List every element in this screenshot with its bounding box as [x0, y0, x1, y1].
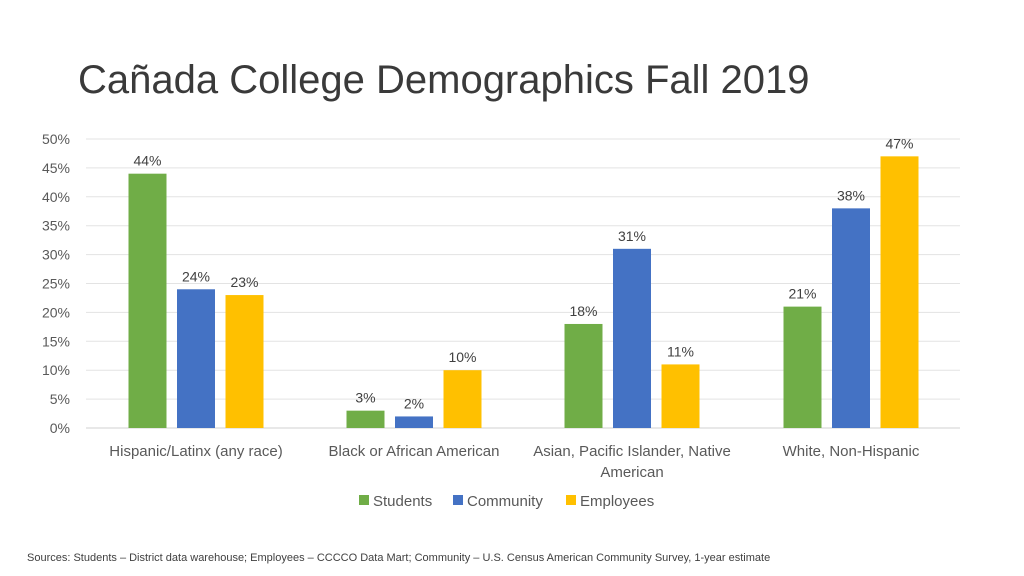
y-tick-label: 45%	[42, 160, 70, 176]
category-label: White, Non-Hispanic	[783, 443, 920, 460]
legend-swatch	[566, 495, 576, 505]
data-label: 11%	[667, 343, 694, 359]
data-label: 44%	[133, 153, 161, 169]
y-axis: 0% 5% 10% 15% 20% 25% 30% 35% 40% 45% 50%	[42, 131, 70, 436]
data-label: 10%	[448, 349, 476, 365]
bar-employees-1	[225, 295, 264, 428]
bar-community-2	[395, 416, 433, 428]
bar-community-3	[613, 248, 651, 428]
bar-employees-2	[443, 370, 482, 428]
bar-chart: 0% 5% 10% 15% 20% 25% 30% 35% 40% 45% 50% 44% 3% 18%…	[42, 131, 960, 510]
legend-label: Students	[373, 493, 432, 510]
data-label: 24%	[182, 268, 210, 284]
legend-item-employees: Employees	[566, 493, 654, 510]
data-label: 47%	[885, 135, 913, 151]
legend: Students Community Employees	[359, 493, 654, 510]
legend-item-community: Community	[453, 493, 543, 510]
y-tick-label: 30%	[42, 247, 70, 263]
y-tick-label: 25%	[42, 276, 70, 292]
y-tick-label: 5%	[50, 391, 70, 407]
y-tick-label: 40%	[42, 189, 70, 205]
data-label: 38%	[837, 187, 865, 203]
bar-students-2	[346, 410, 385, 428]
data-label: 2%	[404, 395, 424, 411]
legend-swatch	[359, 495, 369, 505]
y-tick-label: 0%	[50, 420, 70, 436]
data-label: 3%	[355, 390, 375, 406]
gridlines	[86, 138, 960, 429]
bar-community-1	[177, 289, 215, 428]
bar-community-4	[832, 208, 870, 428]
data-label: 18%	[569, 303, 597, 319]
data-label: 23%	[230, 274, 258, 290]
bar-students-4	[783, 306, 822, 428]
category-label: Asian, Pacific Islander, Native American	[533, 443, 731, 481]
y-tick-label: 20%	[42, 304, 70, 320]
legend-label: Community	[467, 493, 543, 510]
legend-item-students: Students	[359, 493, 432, 510]
x-axis: Hispanic/Latinx (any race) Black or Afric…	[109, 443, 920, 481]
page-title: Cañada College Demographics Fall 2019	[78, 58, 810, 102]
data-label: 31%	[618, 228, 646, 244]
y-tick-label: 15%	[42, 333, 70, 349]
sources-note: Sources: Students – District data wareho…	[27, 552, 771, 564]
y-tick-label: 50%	[42, 131, 70, 147]
category-label: Hispanic/Latinx (any race)	[109, 443, 282, 460]
legend-label: Employees	[580, 493, 654, 510]
bar-students-3	[564, 323, 603, 428]
category-label: Black or African American	[329, 443, 500, 460]
data-label: 21%	[788, 286, 816, 302]
bars	[128, 156, 919, 428]
y-tick-label: 35%	[42, 218, 70, 234]
bar-students-1	[128, 173, 167, 428]
legend-swatch	[453, 495, 463, 505]
data-labels: 44% 3% 18% 21% 24% 2% 31% 38% 23% 10% 11% 47%	[133, 135, 913, 411]
bar-employees-4	[880, 156, 919, 428]
y-tick-label: 10%	[42, 362, 70, 378]
bar-employees-3	[661, 364, 700, 428]
